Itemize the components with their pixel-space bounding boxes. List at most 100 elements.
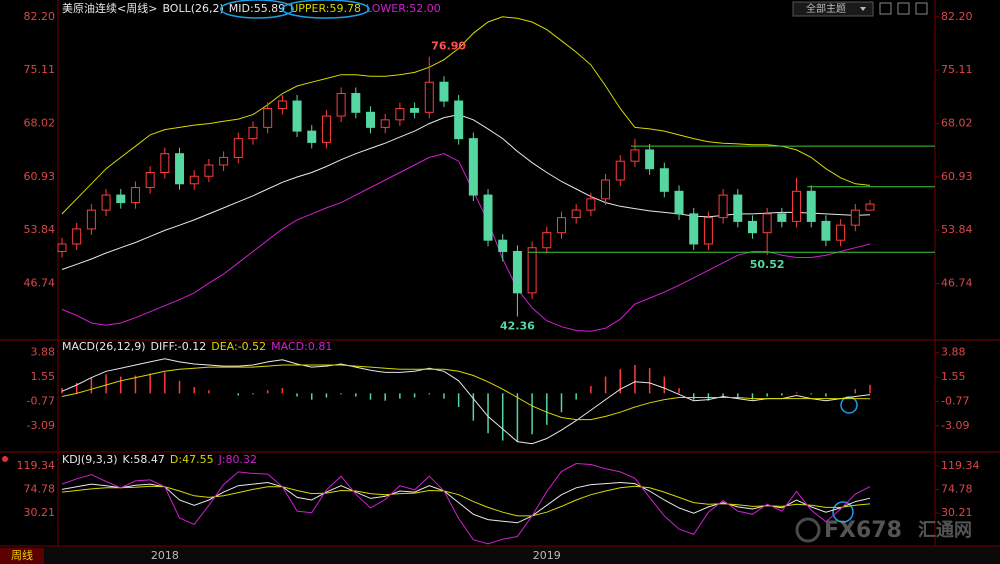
y-tick-label: 1.55 [31,370,56,383]
candle-body [351,93,361,113]
legend-entry: MACD:0.81 [271,340,332,353]
candle-body [542,232,552,249]
candle-body [630,149,640,162]
candle-body [483,194,493,241]
frame [0,0,1000,547]
legend-entry: LOWER:52.00 [366,2,441,15]
candle-body [865,203,875,211]
candle-body [336,93,346,117]
candle-body [233,138,243,158]
candle-body [366,111,376,128]
y-tick-label: -3.09 [941,419,969,432]
candle-body [674,190,684,215]
candle-body [468,138,478,196]
y-tick-label: 68.02 [941,116,973,129]
y-tick-label: 75.11 [941,63,973,76]
y-tick-label: 46.74 [24,277,56,290]
indicator-line [61,481,871,524]
candle-body [145,171,155,189]
candle-body [601,179,611,200]
window-button[interactable] [915,2,928,15]
y-tick-label: -0.77 [941,394,969,407]
legend-entry: MACD(26,12,9) [62,340,146,353]
candle-body [57,243,67,252]
candle-body [836,224,846,241]
legend-entry: UPPER:59.78 [290,2,361,15]
candle-body [307,130,317,143]
candle-body [498,239,508,252]
candle-body [850,209,860,226]
legend-entry: DIFF:-0.12 [151,340,207,353]
candle-body [160,153,170,173]
candle-body [615,160,625,181]
y-tick-label: 46.74 [941,277,973,290]
price-annotation: 42.36 [500,319,535,332]
candle-body [703,217,713,245]
indicator-line [61,16,871,215]
candle-body [762,213,772,234]
candle-body [792,190,802,222]
y-tick-label: -3.09 [27,419,55,432]
x-tick-label: 2018 [151,549,179,562]
legend-entry: BOLL(26,2) [162,2,223,15]
y-tick-label: 82.20 [941,10,973,23]
legend-entry: KDJ(9,3,3) [62,453,118,466]
candle-body [733,194,743,222]
candle-body [263,108,273,128]
indicator-line [61,485,871,517]
window-button[interactable] [879,2,892,15]
highlight-ellipse [220,0,294,19]
watermark-text: 汇通网 [918,520,972,541]
candle-body [556,217,566,234]
y-tick-label: 119.34 [941,459,980,472]
candle-body [130,187,140,204]
legend-entry: J:80.32 [218,453,257,466]
candle-body [645,149,655,170]
theme-button[interactable] [792,1,874,17]
legend-entry: D:47.55 [170,453,214,466]
y-tick-label: 1.55 [941,370,966,383]
candle-body [395,108,405,121]
candle-body [321,115,331,143]
period-label[interactable]: 周线 [11,548,33,562]
watermark: FX678 汇通网 [795,517,972,543]
candle-body [454,100,464,140]
y-tick-label: 75.11 [24,63,56,76]
y-tick-label: 119.34 [17,459,56,472]
y-tick-label: 60.93 [24,170,56,183]
highlight-ellipse [281,0,370,19]
candle-body [86,209,96,230]
legend-entry: MID:55.89 [229,2,285,15]
x-tick-label: 2019 [533,549,561,562]
candle-body [718,194,728,219]
watermark-text: FX678 [824,518,902,543]
candle-body [689,213,699,245]
candle-body [527,247,537,294]
period-tab[interactable] [0,548,44,564]
dropdown-arrow[interactable] [860,7,866,11]
candle-body [571,209,581,219]
highlight-circle [832,501,854,523]
y-tick-label: -0.77 [27,394,55,407]
candle-body [747,220,757,234]
y-tick-label: 53.84 [24,223,56,236]
y-tick-label: 3.88 [941,346,966,359]
y-tick-label: 74.78 [941,483,973,496]
y-tick-label: 74.78 [24,483,56,496]
bottom-bar [0,547,1000,564]
candle-body [101,194,111,211]
price-annotation: 50.52 [750,258,785,271]
candle-body [72,228,82,245]
indicator-line [61,153,871,332]
candle-body [116,194,126,204]
indicator-line [61,462,871,545]
y-tick-label: 3.88 [31,346,56,359]
y-tick-label: 82.20 [24,10,56,23]
theme-button-label[interactable]: 全部主题 [806,2,846,15]
y-tick-label: 30.21 [24,506,56,519]
candle-body [777,213,787,222]
window-button[interactable] [897,2,910,15]
y-tick-label: 68.02 [24,116,56,129]
